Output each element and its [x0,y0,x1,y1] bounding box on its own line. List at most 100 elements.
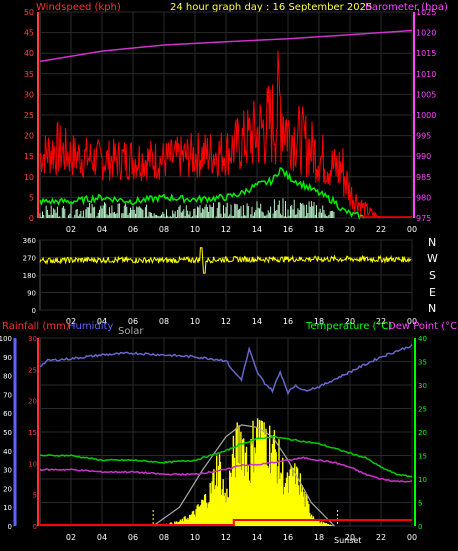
compass-label-w: W [427,252,438,265]
direction-x-tick-02: 02 [66,317,76,326]
series-layer [39,29,413,527]
barometer-tick-1005: 1005 [416,90,436,99]
wind-minimum-fill [39,198,335,218]
windspeed-axis-title: Windspeed (kph) [36,2,121,13]
rainfall-series [40,519,412,526]
wind-x-tick-22: 22 [376,225,386,234]
compass-label-n-bottom: N [428,302,436,315]
wind-direction-series [39,247,412,274]
compass-label-e: E [429,286,436,299]
humidity-tick-60: 60 [3,410,12,418]
temperature-axis-title: Temperature (°C) [305,321,392,332]
temperature-tick-20: 20 [418,429,427,437]
weather-x-tick-00: 00 [407,533,417,542]
temperature-series [40,435,413,478]
solar-axis-title: Solar [118,326,144,337]
temperature-tick-5: 5 [418,500,422,508]
temperature-tick-35: 35 [418,359,427,367]
barometer-tick-1020: 1020 [416,29,436,38]
dewpoint-series [39,456,413,483]
barometer-series [39,29,413,63]
compass-label-n-top: N [428,236,436,249]
temperature-tick-30: 30 [418,382,427,390]
rainfall-tick-30: 30 [28,335,37,343]
weather-x-tick-06: 06 [128,533,138,542]
humidity-tick-0: 0 [8,523,12,531]
wind-x-tick-08: 08 [159,225,169,234]
humidity-axis-title: Humidity [68,321,113,332]
wind-x-tick-10: 10 [190,225,200,234]
solar-max-series [152,424,335,527]
rainfall-axis-title: Rainfall (mm) [2,321,70,332]
wind-x-tick-16: 16 [283,225,293,234]
weather-x-tick-22: 22 [376,533,386,542]
weather-x-tick-20: 20 [345,533,355,542]
direction-tick-0: 0 [32,307,36,315]
weather-x-tick-08: 08 [159,533,169,542]
direction-x-tick-16: 16 [283,317,293,326]
direction-tick-270: 270 [23,255,36,263]
humidity-series [39,343,413,396]
rainfall-tick-0: 0 [33,523,37,531]
rainfall-tick-15: 15 [28,429,37,437]
temperature-tick-25: 25 [418,406,427,414]
wind-x-tick-14: 14 [252,225,262,234]
humidity-tick-20: 20 [3,485,12,493]
humidity-tick-50: 50 [3,429,12,437]
barometer-tick-1010: 1010 [416,70,436,79]
windspeed-tick-50: 50 [24,8,34,17]
barometer-tick-990: 990 [416,152,431,161]
wind-x-tick-02: 02 [66,225,76,234]
wind-x-tick-00: 00 [407,225,417,234]
wind-average-series [39,167,365,220]
barometer-axis-title: Barometer (hpa) [365,2,448,13]
rainfall-tick-20: 20 [28,398,37,406]
windspeed-tick-40: 40 [24,49,34,58]
wind-x-tick-06: 06 [128,225,138,234]
weather-x-tick-10: 10 [190,533,200,542]
humidity-tick-80: 80 [3,373,12,381]
direction-tick-90: 90 [27,290,36,298]
humidity-tick-30: 30 [3,467,12,475]
weather-x-tick-14: 14 [252,533,262,542]
windspeed-tick-20: 20 [24,132,34,141]
wind-x-tick-18: 18 [314,225,324,234]
direction-x-tick-06: 06 [128,317,138,326]
rainfall-tick-25: 25 [28,366,37,374]
barometer-tick-995: 995 [416,132,431,141]
sunset-marker-label: Sunset [334,536,361,545]
direction-x-tick-18: 18 [314,317,324,326]
direction-x-tick-04: 04 [97,317,107,326]
humidity-tick-100: 100 [0,335,12,343]
direction-x-tick-20: 20 [345,317,355,326]
wind-x-tick-12: 12 [221,225,231,234]
direction-x-tick-08: 08 [159,317,169,326]
humidity-tick-40: 40 [3,448,12,456]
barometer-tick-980: 980 [416,193,431,202]
temperature-tick-40: 40 [418,335,427,343]
temperature-tick-0: 0 [418,523,422,531]
direction-x-tick-14: 14 [252,317,262,326]
grid-lines [40,11,413,527]
barometer-tick-1015: 1015 [416,49,436,58]
barometer-tick-985: 985 [416,173,431,182]
direction-tick-180: 180 [23,272,36,280]
windspeed-tick-5: 5 [29,193,34,202]
weather-x-tick-04: 04 [97,533,107,542]
weather-x-tick-16: 16 [283,533,293,542]
windspeed-tick-25: 25 [24,111,34,120]
weather-x-tick-12: 12 [221,533,231,542]
direction-x-tick-00: 00 [407,317,417,326]
humidity-tick-90: 90 [3,354,12,362]
compass-label-s: S [429,269,436,282]
direction-x-tick-22: 22 [376,317,386,326]
direction-x-tick-10: 10 [190,317,200,326]
windspeed-tick-10: 10 [24,173,34,182]
direction-tick-360: 360 [23,237,36,245]
windspeed-tick-35: 35 [24,70,34,79]
wind-gust-series [39,50,381,219]
direction-x-tick-12: 12 [221,317,231,326]
